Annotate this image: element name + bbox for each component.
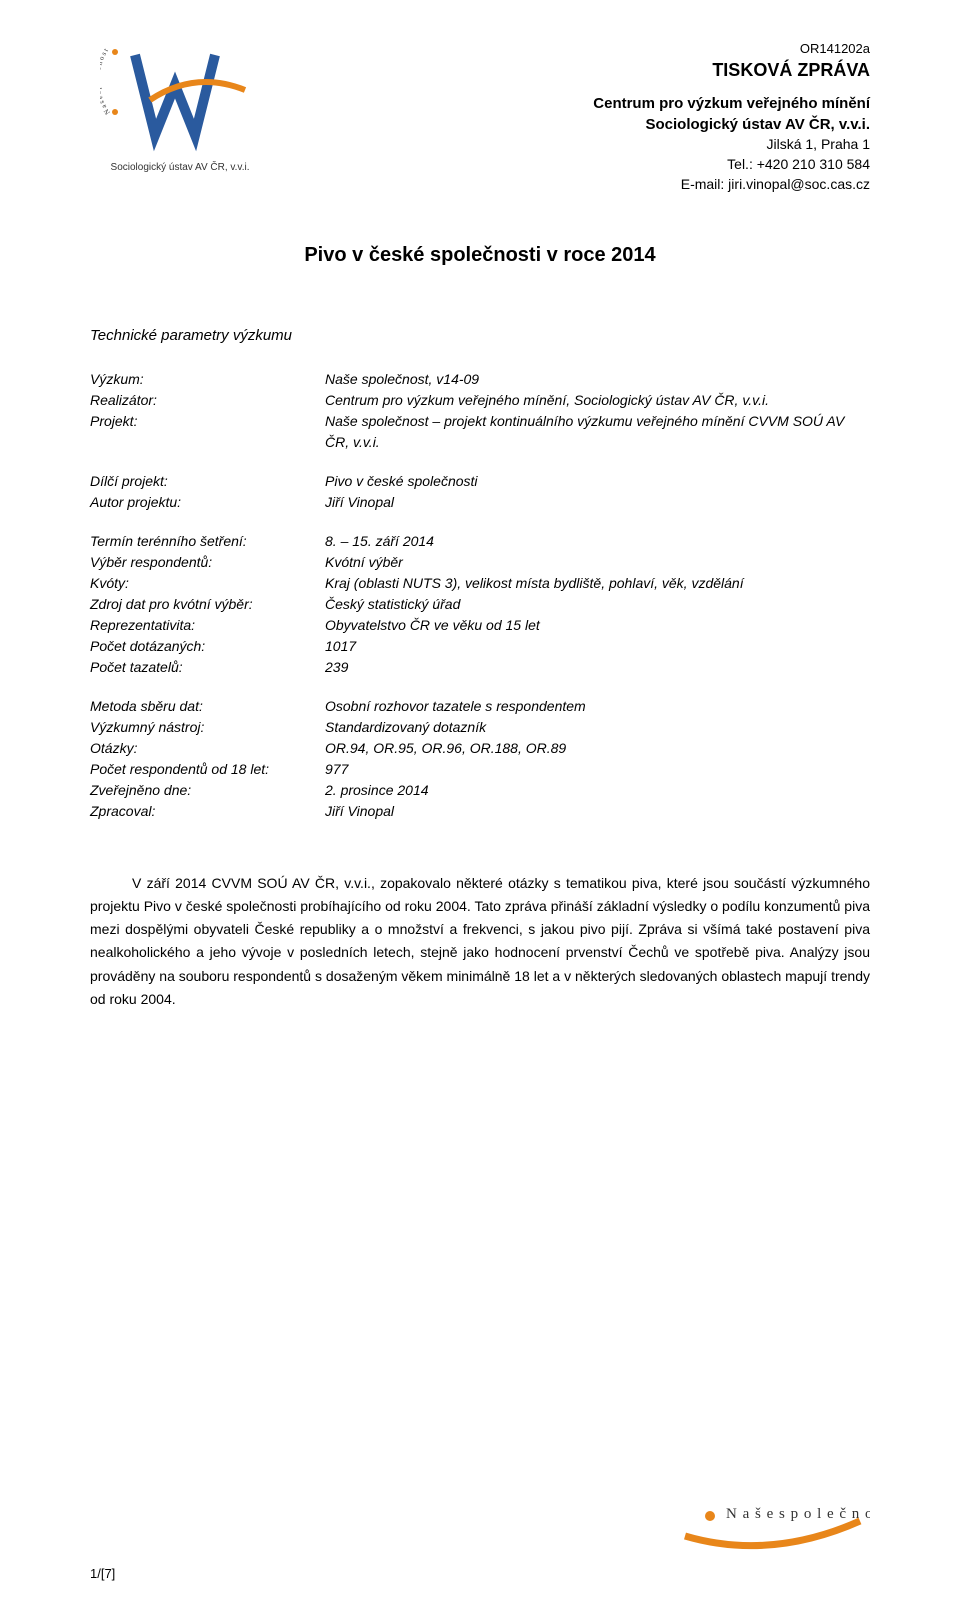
press-release-label: TISKOVÁ ZPRÁVA — [593, 58, 870, 83]
param-label: Zdroj dat pro kvótní výběr: — [90, 594, 325, 615]
param-label: Dílčí projekt: — [90, 471, 325, 492]
subheading: Technické parametry výzkumu — [90, 327, 870, 344]
org-name-1: Centrum pro výzkum veřejného mínění — [593, 93, 870, 114]
param-label: Otázky: — [90, 738, 325, 759]
param-row: Počet tazatelů:239 — [90, 657, 870, 678]
param-row: Počet dotázaných:1017 — [90, 636, 870, 657]
param-value: OR.94, OR.95, OR.96, OR.188, OR.89 — [325, 738, 870, 759]
param-value: Kraj (oblasti NUTS 3), velikost místa by… — [325, 573, 870, 594]
header: N a š e s p o l e č n o s t Sociologický… — [90, 40, 870, 194]
param-value: Pivo v české společnosti — [325, 471, 870, 492]
header-right: OR141202a TISKOVÁ ZPRÁVA Centrum pro výz… — [593, 40, 870, 194]
param-row: Výběr respondentů:Kvótní výběr — [90, 552, 870, 573]
param-row: Projekt:Naše společnost – projekt kontin… — [90, 411, 870, 453]
param-value: 977 — [325, 759, 870, 780]
param-row: Metoda sběru dat:Osobní rozhovor tazatel… — [90, 696, 870, 717]
param-value: Jiří Vinopal — [325, 492, 870, 513]
org-name-2: Sociologický ústav AV ČR, v.v.i. — [593, 114, 870, 135]
param-row: Výzkum:Naše společnost, v14-09 — [90, 369, 870, 390]
param-row: Zpracoval:Jiří Vinopal — [90, 801, 870, 822]
param-label: Výzkumný nástroj: — [90, 717, 325, 738]
param-label: Zpracoval: — [90, 801, 325, 822]
param-value: Obyvatelstvo ČR ve věku od 15 let — [325, 615, 870, 636]
param-value: 239 — [325, 657, 870, 678]
svg-text:N a š e s p o l e č n o s t: N a š e s p o l e č n o s t — [100, 47, 112, 116]
param-row: Dílčí projekt:Pivo v české společnosti — [90, 471, 870, 492]
param-label: Výběr respondentů: — [90, 552, 325, 573]
param-label: Autor projektu: — [90, 492, 325, 513]
footer-logo-icon: N a š e s p o l e č n o s t — [670, 1496, 870, 1556]
param-value: 8. – 15. září 2014 — [325, 531, 870, 552]
param-row: Kvóty:Kraj (oblasti NUTS 3), velikost mí… — [90, 573, 870, 594]
param-value: Osobní rozhovor tazatele s respondentem — [325, 696, 870, 717]
params-table: Výzkum:Naše společnost, v14-09Realizátor… — [90, 369, 870, 822]
param-value: 1017 — [325, 636, 870, 657]
param-label: Metoda sběru dat: — [90, 696, 325, 717]
param-value: Jiří Vinopal — [325, 801, 870, 822]
param-label: Kvóty: — [90, 573, 325, 594]
param-label: Projekt: — [90, 411, 325, 453]
address: Jilská 1, Praha 1 — [593, 135, 870, 155]
param-label: Zveřejněno dne: — [90, 780, 325, 801]
param-value: Centrum pro výzkum veřejného mínění, Soc… — [325, 390, 870, 411]
intro-paragraph: V září 2014 CVVM SOÚ AV ČR, v.v.i., zopa… — [90, 872, 870, 1011]
page-title: Pivo v české společnosti v roce 2014 — [90, 244, 870, 267]
param-row: Autor projektu:Jiří Vinopal — [90, 492, 870, 513]
param-row: Reprezentativita:Obyvatelstvo ČR ve věku… — [90, 615, 870, 636]
cvvm-logo-icon: N a š e s p o l e č n o s t — [100, 40, 260, 160]
param-value: 2. prosince 2014 — [325, 780, 870, 801]
param-label: Výzkum: — [90, 369, 325, 390]
param-row: Výzkumný nástroj:Standardizovaný dotazní… — [90, 717, 870, 738]
param-label: Realizátor: — [90, 390, 325, 411]
param-value: Kvótní výběr — [325, 552, 870, 573]
param-label: Počet tazatelů: — [90, 657, 325, 678]
param-label: Termín terénního šetření: — [90, 531, 325, 552]
body-text: V září 2014 CVVM SOÚ AV ČR, v.v.i., zopa… — [90, 872, 870, 1011]
param-row: Zdroj dat pro kvótní výběr:Český statist… — [90, 594, 870, 615]
param-row: Termín terénního šetření:8. – 15. září 2… — [90, 531, 870, 552]
param-row: Počet respondentů od 18 let:977 — [90, 759, 870, 780]
param-label: Počet dotázaných: — [90, 636, 325, 657]
tel: Tel.: +420 210 310 584 — [593, 155, 870, 175]
param-value: Standardizovaný dotazník — [325, 717, 870, 738]
page-number: 1/[7] — [90, 1566, 115, 1581]
svg-text:N a š e s p o l e č n o s t: N a š e s p o l e č n o s t — [726, 1506, 870, 1522]
param-row: Realizátor:Centrum pro výzkum veřejného … — [90, 390, 870, 411]
doc-code: OR141202a — [593, 40, 870, 58]
param-label: Reprezentativita: — [90, 615, 325, 636]
param-value: Český statistický úřad — [325, 594, 870, 615]
param-row: Otázky:OR.94, OR.95, OR.96, OR.188, OR.8… — [90, 738, 870, 759]
param-value: Naše společnost – projekt kontinuálního … — [325, 411, 870, 453]
param-value: Naše společnost, v14-09 — [325, 369, 870, 390]
param-row: Zveřejněno dne:2. prosince 2014 — [90, 780, 870, 801]
logo-caption: Sociologický ústav AV ČR, v.v.i. — [111, 162, 250, 173]
param-label: Počet respondentů od 18 let: — [90, 759, 325, 780]
logo: N a š e s p o l e č n o s t Sociologický… — [90, 40, 270, 173]
email: E-mail: jiri.vinopal@soc.cas.cz — [593, 175, 870, 195]
